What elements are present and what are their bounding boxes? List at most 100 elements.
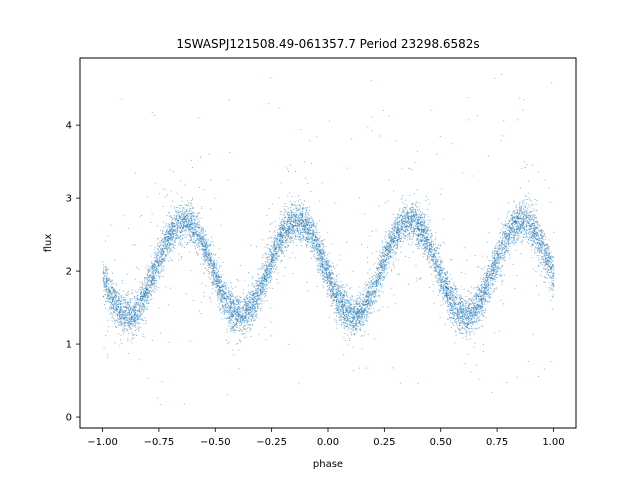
data-point	[335, 286, 337, 288]
data-point	[534, 248, 536, 250]
data-point	[213, 270, 215, 272]
data-point	[373, 290, 375, 292]
data-point	[416, 222, 418, 224]
data-point	[186, 222, 188, 224]
data-point	[312, 247, 314, 249]
data-point	[419, 219, 421, 221]
data-point	[321, 255, 323, 257]
data-point	[116, 306, 118, 307]
data-point	[336, 304, 338, 306]
data-point	[364, 330, 366, 332]
data-point	[371, 276, 373, 278]
data-point	[340, 290, 342, 292]
data-point	[274, 246, 276, 248]
data-point	[483, 292, 485, 294]
data-point	[497, 246, 498, 248]
data-point	[163, 260, 165, 262]
data-point	[307, 236, 309, 238]
data-point	[170, 226, 172, 227]
data-point	[160, 229, 162, 231]
data-point	[254, 296, 256, 298]
data-point	[479, 294, 481, 296]
data-point	[500, 258, 502, 260]
data-point	[151, 263, 153, 265]
data-point	[525, 219, 527, 221]
data-point	[255, 314, 257, 316]
data-point	[548, 269, 550, 271]
data-point	[444, 272, 445, 274]
data-point	[465, 301, 467, 303]
data-point	[377, 291, 379, 293]
data-point	[434, 267, 436, 269]
data-point	[357, 307, 359, 309]
data-point	[524, 211, 526, 212]
data-point	[280, 221, 282, 223]
data-point	[267, 244, 269, 246]
data-point	[264, 279, 266, 281]
data-point	[397, 241, 399, 243]
data-point	[117, 308, 119, 310]
data-point	[335, 300, 337, 302]
data-point	[472, 314, 474, 316]
data-point	[433, 249, 435, 251]
data-point	[419, 241, 421, 242]
data-point	[408, 232, 410, 234]
data-point	[481, 284, 483, 286]
data-point	[161, 258, 163, 260]
data-point	[151, 275, 153, 277]
data-point	[242, 334, 244, 335]
data-point	[477, 286, 479, 288]
data-point	[217, 297, 219, 299]
data-point	[134, 316, 135, 318]
data-point	[232, 294, 233, 296]
data-point	[139, 216, 141, 218]
data-point	[248, 296, 250, 298]
data-point	[230, 307, 232, 309]
data-point	[267, 276, 268, 278]
data-point	[454, 285, 456, 287]
data-point	[229, 291, 231, 292]
data-point	[354, 316, 356, 318]
data-point	[467, 328, 469, 330]
data-point	[395, 243, 397, 245]
data-point	[202, 235, 204, 237]
data-point	[445, 302, 447, 304]
data-point	[330, 266, 332, 268]
data-point	[416, 230, 418, 232]
data-point	[396, 246, 398, 248]
data-point	[520, 231, 522, 233]
data-point	[366, 284, 368, 286]
data-point	[137, 314, 139, 316]
data-point	[463, 321, 465, 323]
data-point	[484, 284, 486, 286]
data-point	[460, 325, 462, 326]
data-point	[222, 311, 223, 313]
data-point	[141, 287, 143, 289]
data-point	[368, 312, 370, 314]
data-point	[257, 308, 259, 310]
data-point	[365, 288, 367, 290]
data-point	[171, 229, 172, 231]
data-point	[157, 269, 159, 271]
data-point	[507, 238, 509, 239]
data-point	[300, 233, 302, 235]
data-point	[106, 272, 108, 274]
data-point	[227, 291, 229, 293]
data-point	[103, 289, 105, 291]
data-point	[129, 310, 131, 311]
data-point	[283, 219, 285, 221]
data-point	[106, 299, 108, 301]
data-point	[510, 218, 512, 220]
data-point	[468, 119, 470, 121]
data-point	[513, 232, 514, 234]
data-point	[108, 298, 110, 300]
data-point	[479, 308, 481, 310]
data-point	[519, 224, 521, 226]
data-point	[234, 324, 236, 326]
data-point	[383, 270, 385, 272]
data-point	[263, 282, 265, 284]
data-point	[294, 222, 296, 224]
data-point	[389, 257, 391, 259]
data-point	[503, 120, 505, 122]
data-point	[269, 273, 271, 275]
